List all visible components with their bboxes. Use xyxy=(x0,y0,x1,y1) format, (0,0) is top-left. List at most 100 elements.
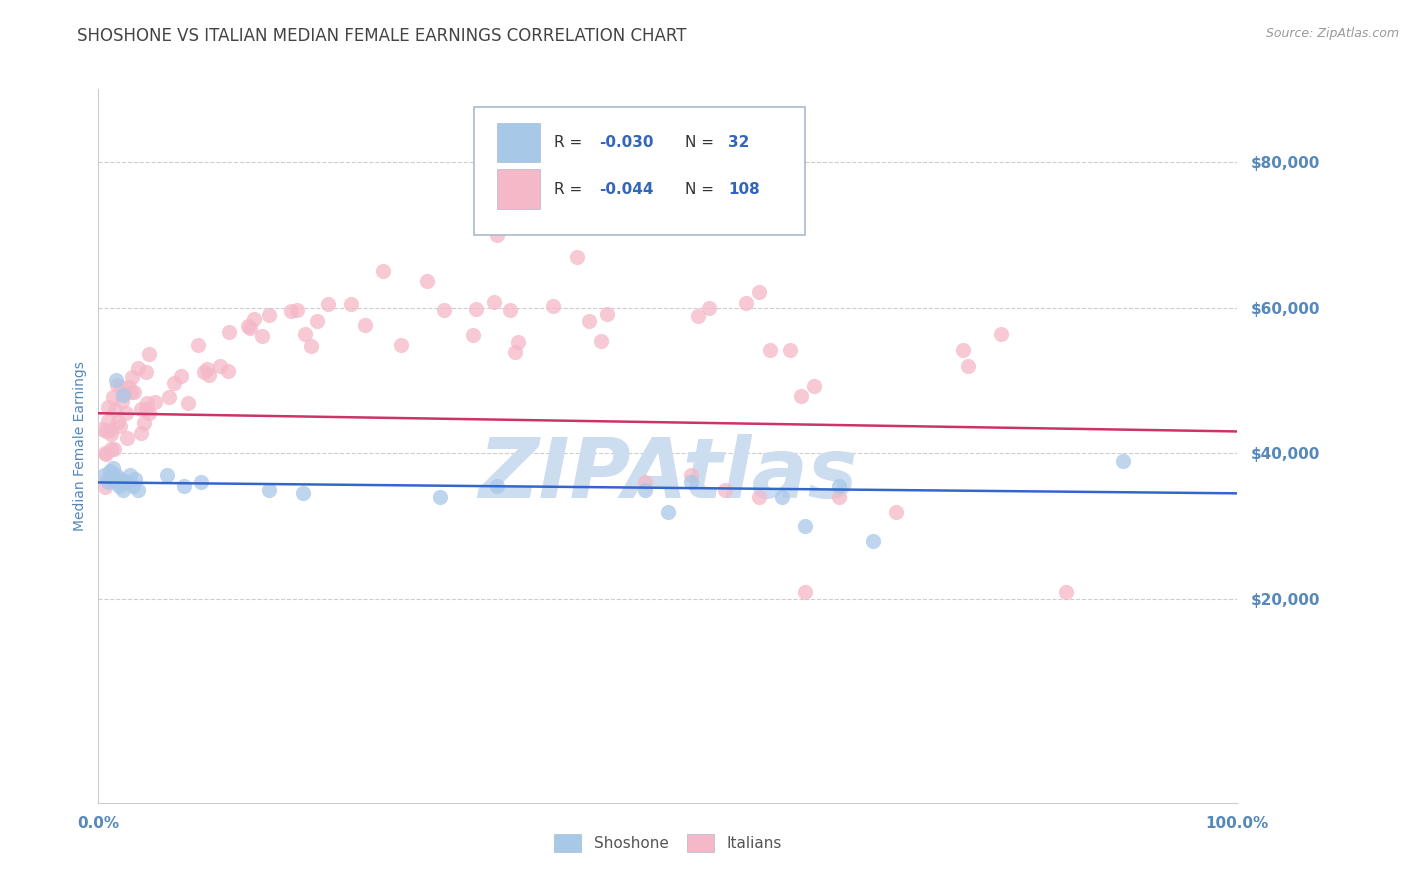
Point xyxy=(156,468,179,483)
Point xyxy=(461,327,484,342)
Point xyxy=(679,468,702,483)
Point xyxy=(112,483,135,497)
Text: R =: R = xyxy=(554,136,588,150)
Point xyxy=(100,442,122,456)
Point xyxy=(108,479,131,493)
Legend: Shoshone, Italians: Shoshone, Italians xyxy=(546,827,790,859)
Point xyxy=(828,479,851,493)
Point xyxy=(115,432,138,446)
Point xyxy=(120,384,142,399)
Point xyxy=(127,360,149,375)
Text: SHOSHONE VS ITALIAN MEDIAN FEMALE EARNINGS CORRELATION CHART: SHOSHONE VS ITALIAN MEDIAN FEMALE EARNIN… xyxy=(77,27,686,45)
Point xyxy=(318,297,340,311)
Point xyxy=(104,402,127,417)
Point xyxy=(111,394,134,409)
Point xyxy=(679,475,702,490)
Point xyxy=(103,460,125,475)
Point xyxy=(657,504,679,518)
Point xyxy=(98,465,121,479)
Point xyxy=(127,483,149,497)
Point xyxy=(634,483,657,497)
Point xyxy=(93,468,115,483)
Point xyxy=(634,475,657,490)
Point xyxy=(110,472,132,486)
Point xyxy=(107,415,129,429)
Point xyxy=(108,418,131,433)
Point xyxy=(1112,453,1135,467)
Point xyxy=(138,347,160,361)
Point xyxy=(299,339,322,353)
FancyBboxPatch shape xyxy=(474,107,804,235)
Point xyxy=(734,296,756,310)
Point xyxy=(952,343,974,358)
Point xyxy=(94,424,117,438)
Point xyxy=(91,422,114,436)
Point xyxy=(193,365,215,379)
Text: 108: 108 xyxy=(728,182,761,196)
Point xyxy=(112,388,135,402)
Point xyxy=(243,311,266,326)
Text: -0.044: -0.044 xyxy=(599,182,654,196)
Point xyxy=(1054,584,1078,599)
Point xyxy=(565,250,588,264)
Point xyxy=(596,306,619,320)
Point xyxy=(236,318,259,333)
Point xyxy=(541,299,564,313)
Point xyxy=(803,379,825,393)
Point xyxy=(957,359,980,373)
Point xyxy=(416,274,439,288)
Text: 32: 32 xyxy=(728,136,749,150)
Point xyxy=(371,264,394,278)
Point xyxy=(280,303,302,318)
Point xyxy=(884,504,907,518)
Point xyxy=(120,468,142,483)
Point xyxy=(96,475,118,490)
Point xyxy=(170,369,193,384)
Point xyxy=(143,395,166,409)
Point xyxy=(163,376,186,390)
Point xyxy=(686,309,709,323)
Point xyxy=(486,227,509,242)
Bar xyxy=(498,123,540,162)
Point xyxy=(197,368,219,382)
Point xyxy=(770,490,793,504)
Point xyxy=(124,472,146,486)
Point xyxy=(429,490,451,504)
Point xyxy=(122,385,145,400)
Point xyxy=(114,385,136,400)
Point xyxy=(990,326,1012,341)
Point xyxy=(793,519,815,533)
Text: Source: ZipAtlas.com: Source: ZipAtlas.com xyxy=(1265,27,1399,40)
Point xyxy=(340,296,363,310)
Text: N =: N = xyxy=(685,136,718,150)
Text: N =: N = xyxy=(685,182,718,196)
Point xyxy=(94,480,117,494)
Point xyxy=(177,396,200,410)
Point xyxy=(96,447,118,461)
Point xyxy=(354,318,377,332)
Point xyxy=(98,423,121,437)
Point xyxy=(134,416,156,430)
Point xyxy=(93,446,115,460)
Point xyxy=(591,334,613,349)
Point xyxy=(285,302,308,317)
Point xyxy=(195,362,218,376)
Point xyxy=(135,402,157,417)
Point xyxy=(305,314,328,328)
Point xyxy=(110,379,132,393)
Point xyxy=(129,425,152,440)
Point xyxy=(294,326,316,341)
Point xyxy=(239,320,262,334)
Point xyxy=(129,401,152,416)
Point xyxy=(121,369,143,384)
Point xyxy=(790,389,813,403)
Point xyxy=(208,359,231,373)
Bar xyxy=(498,169,540,209)
Point xyxy=(508,334,530,349)
Point xyxy=(121,479,143,493)
Point xyxy=(697,301,720,316)
Point xyxy=(748,490,770,504)
Point xyxy=(259,483,281,497)
Point xyxy=(217,364,239,378)
Point xyxy=(499,302,522,317)
